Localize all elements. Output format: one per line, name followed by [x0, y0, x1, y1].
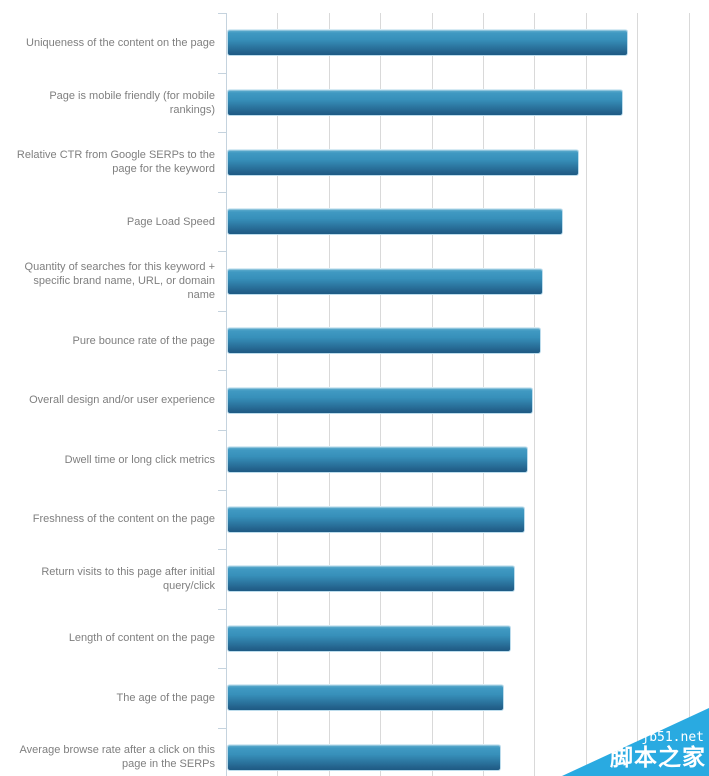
- y-axis-line: [226, 13, 227, 776]
- tick-mark: [218, 549, 226, 551]
- category-label: Length of content on the page: [68, 632, 215, 645]
- bar-row: Length of content on the page: [0, 609, 709, 669]
- bar-row: Return visits to this page after initial…: [0, 549, 709, 609]
- bar: [227, 327, 541, 355]
- bar-row: Page Load Speed: [0, 192, 709, 252]
- bar: [227, 89, 623, 116]
- category-label: Page is mobile friendly (for mobile rank…: [49, 89, 215, 116]
- watermark-site-name: 脚本之家: [610, 745, 706, 771]
- category-label: Dwell time or long click metrics: [64, 453, 215, 466]
- bar-row: Overall design and/or user experience: [0, 370, 709, 430]
- bar: [227, 684, 504, 712]
- bar-row: Pure bounce rate of the page: [0, 311, 709, 371]
- bar-row: Relative CTR from Google SERPs to the pa…: [0, 132, 709, 192]
- bar-row: The age of the page: [0, 668, 709, 728]
- gridline: [637, 13, 639, 776]
- tick-mark: [218, 191, 226, 193]
- gridline: [585, 13, 587, 776]
- tick-mark: [218, 370, 226, 372]
- bar-row: Uniqueness of the content on the page: [0, 13, 709, 73]
- gridline: [688, 13, 690, 776]
- category-label: Uniqueness of the content on the page: [26, 36, 215, 49]
- category-label: Pure bounce rate of the page: [72, 334, 216, 347]
- tick-mark: [218, 310, 226, 312]
- bar-row: Average browse rate after a click on thi…: [0, 728, 709, 776]
- tick-mark: [218, 251, 226, 253]
- bar: [227, 743, 501, 771]
- category-label: The age of the page: [116, 691, 215, 704]
- category-label: Return visits to this page after initial…: [41, 565, 215, 592]
- category-label: Quantity of searches for this keyword + …: [24, 261, 215, 302]
- category-label: Relative CTR from Google SERPs to the pa…: [16, 149, 215, 176]
- tick-mark: [218, 727, 226, 729]
- tick-mark: [218, 72, 226, 74]
- category-label: Overall design and/or user experience: [29, 394, 215, 407]
- bar: [227, 565, 515, 593]
- bar: [227, 446, 528, 474]
- watermark-site-url: jb51.net: [641, 730, 704, 745]
- category-label: Freshness of the content on the page: [32, 513, 215, 526]
- bar: [227, 148, 579, 176]
- category-label: Average browse rate after a click on thi…: [19, 744, 215, 771]
- bar: [227, 267, 543, 295]
- bar-row: Quantity of searches for this keyword + …: [0, 251, 709, 311]
- gridline: [534, 13, 536, 776]
- bar: [227, 386, 533, 414]
- tick-mark: [218, 608, 226, 610]
- bar-row: Freshness of the content on the page: [0, 490, 709, 550]
- tick-mark: [218, 668, 226, 670]
- tick-mark: [218, 489, 226, 491]
- bar-row: Dwell time or long click metrics: [0, 430, 709, 490]
- bar: [227, 505, 525, 533]
- bar-row: Page is mobile friendly (for mobile rank…: [0, 73, 709, 133]
- bar: [227, 208, 563, 236]
- bar: [227, 29, 628, 57]
- tick-mark: [218, 429, 226, 431]
- tick-mark: [218, 132, 226, 134]
- bar: [227, 624, 511, 652]
- category-label: Page Load Speed: [126, 215, 215, 228]
- tick-mark: [218, 13, 226, 15]
